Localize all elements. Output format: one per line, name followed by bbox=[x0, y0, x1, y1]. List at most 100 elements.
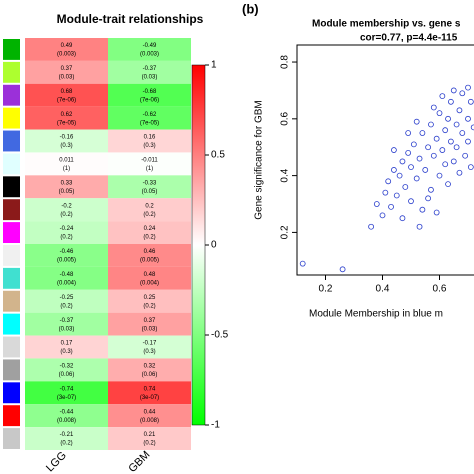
heat-cell bbox=[25, 221, 108, 244]
point bbox=[408, 164, 414, 170]
heat-cell bbox=[25, 312, 108, 336]
cell-value: -0.37 bbox=[143, 66, 157, 72]
cell-value: -0.011 bbox=[141, 158, 158, 164]
scatter-title: Module membership vs. gene s bbox=[312, 19, 461, 30]
y-tick-label: 0.2 bbox=[280, 225, 291, 239]
module-color bbox=[3, 176, 20, 198]
column-label: LGG bbox=[44, 449, 69, 474]
heat-cell bbox=[25, 266, 108, 290]
heat-cell bbox=[108, 129, 191, 153]
point bbox=[453, 144, 460, 151]
point bbox=[436, 172, 443, 179]
cell-value: 0.48 bbox=[144, 272, 156, 278]
heat-cell bbox=[25, 427, 108, 450]
cell-p: (0.3) bbox=[60, 349, 72, 355]
heatmap-title: Module-trait relationships bbox=[57, 12, 204, 26]
cell-p: (0.003) bbox=[57, 52, 76, 58]
cell-value: 0.68 bbox=[61, 89, 73, 95]
point bbox=[422, 167, 429, 173]
heat-cell bbox=[25, 381, 108, 405]
cell-p: (7e-05) bbox=[140, 120, 159, 126]
cell-value: -0.48 bbox=[60, 272, 74, 278]
cell-value: 0.49 bbox=[61, 43, 73, 49]
cell-value: 0.37 bbox=[61, 66, 73, 72]
point bbox=[465, 84, 471, 91]
module-color bbox=[3, 199, 20, 221]
heat-cell bbox=[25, 404, 108, 428]
cell-p: (0.2) bbox=[60, 212, 72, 218]
plot-frame bbox=[296, 44, 474, 276]
y-tick-label: 0.6 bbox=[280, 111, 291, 125]
point bbox=[467, 164, 474, 170]
module-color bbox=[3, 336, 20, 358]
heat-cell bbox=[108, 244, 191, 267]
module-color bbox=[3, 107, 20, 129]
cell-value: -0.44 bbox=[60, 409, 74, 415]
heat-cell bbox=[25, 106, 108, 130]
point bbox=[445, 115, 451, 122]
point bbox=[430, 104, 437, 111]
heat-cell bbox=[108, 175, 191, 199]
cell-value: -0.2 bbox=[61, 203, 72, 209]
point bbox=[399, 215, 406, 222]
colorbar-tick-label: -0.5 bbox=[211, 330, 229, 341]
point bbox=[439, 147, 446, 153]
point bbox=[402, 184, 409, 190]
cell-value: 0.21 bbox=[144, 432, 156, 438]
cell-p: (0.3) bbox=[143, 143, 155, 149]
cell-p: (0.2) bbox=[60, 235, 72, 241]
cell-value: -0.62 bbox=[143, 112, 157, 118]
point bbox=[456, 107, 463, 114]
cell-value: 0.37 bbox=[144, 318, 156, 324]
module-color bbox=[3, 84, 20, 106]
point bbox=[442, 161, 449, 168]
module-color bbox=[3, 130, 20, 152]
cell-value: -0.68 bbox=[143, 89, 157, 95]
point bbox=[462, 152, 469, 159]
cell-p: (0.2) bbox=[143, 212, 155, 218]
y-tick-label: 0.8 bbox=[280, 55, 291, 69]
point bbox=[425, 195, 432, 202]
heat-cell bbox=[25, 38, 108, 61]
heat-cell bbox=[108, 152, 191, 176]
point bbox=[410, 141, 417, 148]
module-color bbox=[3, 290, 20, 312]
cell-value: 0.24 bbox=[144, 226, 156, 232]
point bbox=[425, 144, 432, 151]
cell-value: 0.44 bbox=[144, 409, 156, 415]
cell-value: -0.17 bbox=[143, 341, 157, 347]
point bbox=[373, 201, 380, 207]
cell-p: (0.003) bbox=[140, 52, 159, 58]
point bbox=[385, 178, 392, 185]
colorbar-tick-label: 0 bbox=[211, 240, 217, 251]
cell-p: (0.2) bbox=[143, 303, 155, 309]
point bbox=[379, 212, 386, 219]
cell-p: (0.008) bbox=[57, 418, 76, 424]
colorbar-tick-label: -1 bbox=[211, 420, 220, 431]
column-label: GBM bbox=[126, 449, 152, 474]
cell-p: (7e-06) bbox=[140, 97, 159, 103]
module-color bbox=[3, 382, 20, 404]
cell-value: 0.62 bbox=[61, 112, 73, 118]
cell-p: (0.03) bbox=[142, 326, 158, 332]
cell-p: (3e-07) bbox=[140, 395, 159, 401]
heat-cell bbox=[108, 266, 191, 290]
colorbar bbox=[191, 64, 206, 426]
cell-p: (0.06) bbox=[142, 372, 158, 378]
cell-value: -0.32 bbox=[60, 364, 74, 370]
x-tick-label: 0.6 bbox=[433, 284, 447, 295]
module-color bbox=[3, 245, 20, 266]
cell-value: 0.17 bbox=[61, 341, 73, 347]
point bbox=[388, 203, 394, 210]
module-color bbox=[3, 153, 20, 175]
cell-value: 0.011 bbox=[59, 158, 74, 164]
point bbox=[450, 87, 457, 94]
cell-p: (0.004) bbox=[57, 280, 76, 286]
cell-p: (0.005) bbox=[57, 258, 76, 264]
heat-cell bbox=[25, 175, 108, 199]
cell-p: (0.03) bbox=[142, 74, 158, 80]
y-tick-label: 0.4 bbox=[280, 168, 291, 182]
heat-cell bbox=[108, 106, 191, 130]
heat-cell bbox=[25, 358, 108, 382]
